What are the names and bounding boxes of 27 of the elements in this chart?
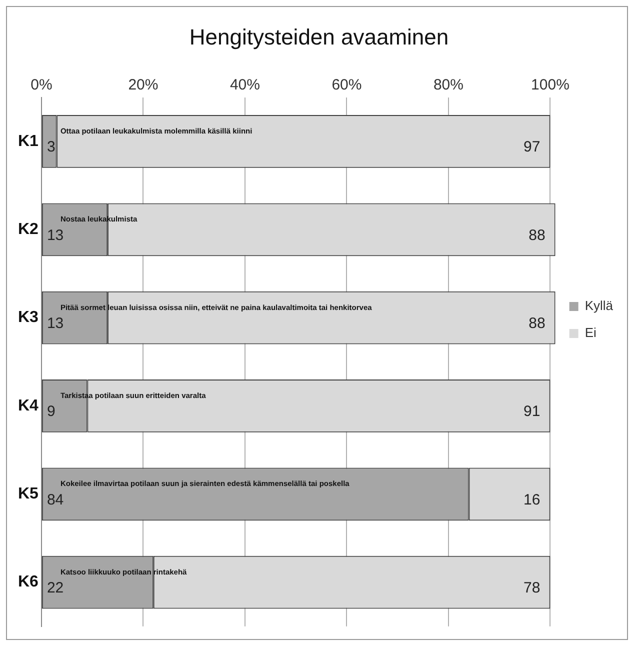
y-tick-label: K3 [18, 309, 39, 326]
data-label: 22 [46, 579, 64, 596]
y-tick-label: K6 [18, 574, 39, 591]
chart-title: Hengitysteiden avaaminen [189, 24, 449, 50]
legend-label: Ei [584, 325, 596, 340]
x-tick-label: 0% [30, 76, 52, 94]
data-label: 88 [528, 226, 546, 244]
x-tick-label: 20% [128, 76, 158, 94]
y-tick-label: K4 [18, 397, 39, 414]
y-tick-label: K5 [18, 486, 39, 503]
x-tick-label: 60% [332, 76, 362, 94]
y-tick-label: K2 [18, 221, 39, 238]
legend-label: Kyllä [584, 298, 614, 314]
data-label: 97 [524, 138, 540, 156]
data-label: 78 [524, 579, 540, 596]
x-tick-label: 40% [230, 76, 260, 94]
data-label: 13 [46, 226, 64, 244]
data-label: 16 [524, 491, 540, 508]
data-label: 84 [46, 491, 64, 508]
data-label: 3 [46, 138, 56, 156]
data-label: 88 [528, 314, 546, 332]
data-label: 13 [46, 314, 64, 332]
y-tick-label: K1 [18, 132, 39, 150]
data-label: 91 [524, 403, 540, 420]
x-tick-label: 100% [531, 76, 570, 94]
data-label: 9 [46, 403, 56, 420]
x-tick-label: 80% [433, 76, 464, 94]
